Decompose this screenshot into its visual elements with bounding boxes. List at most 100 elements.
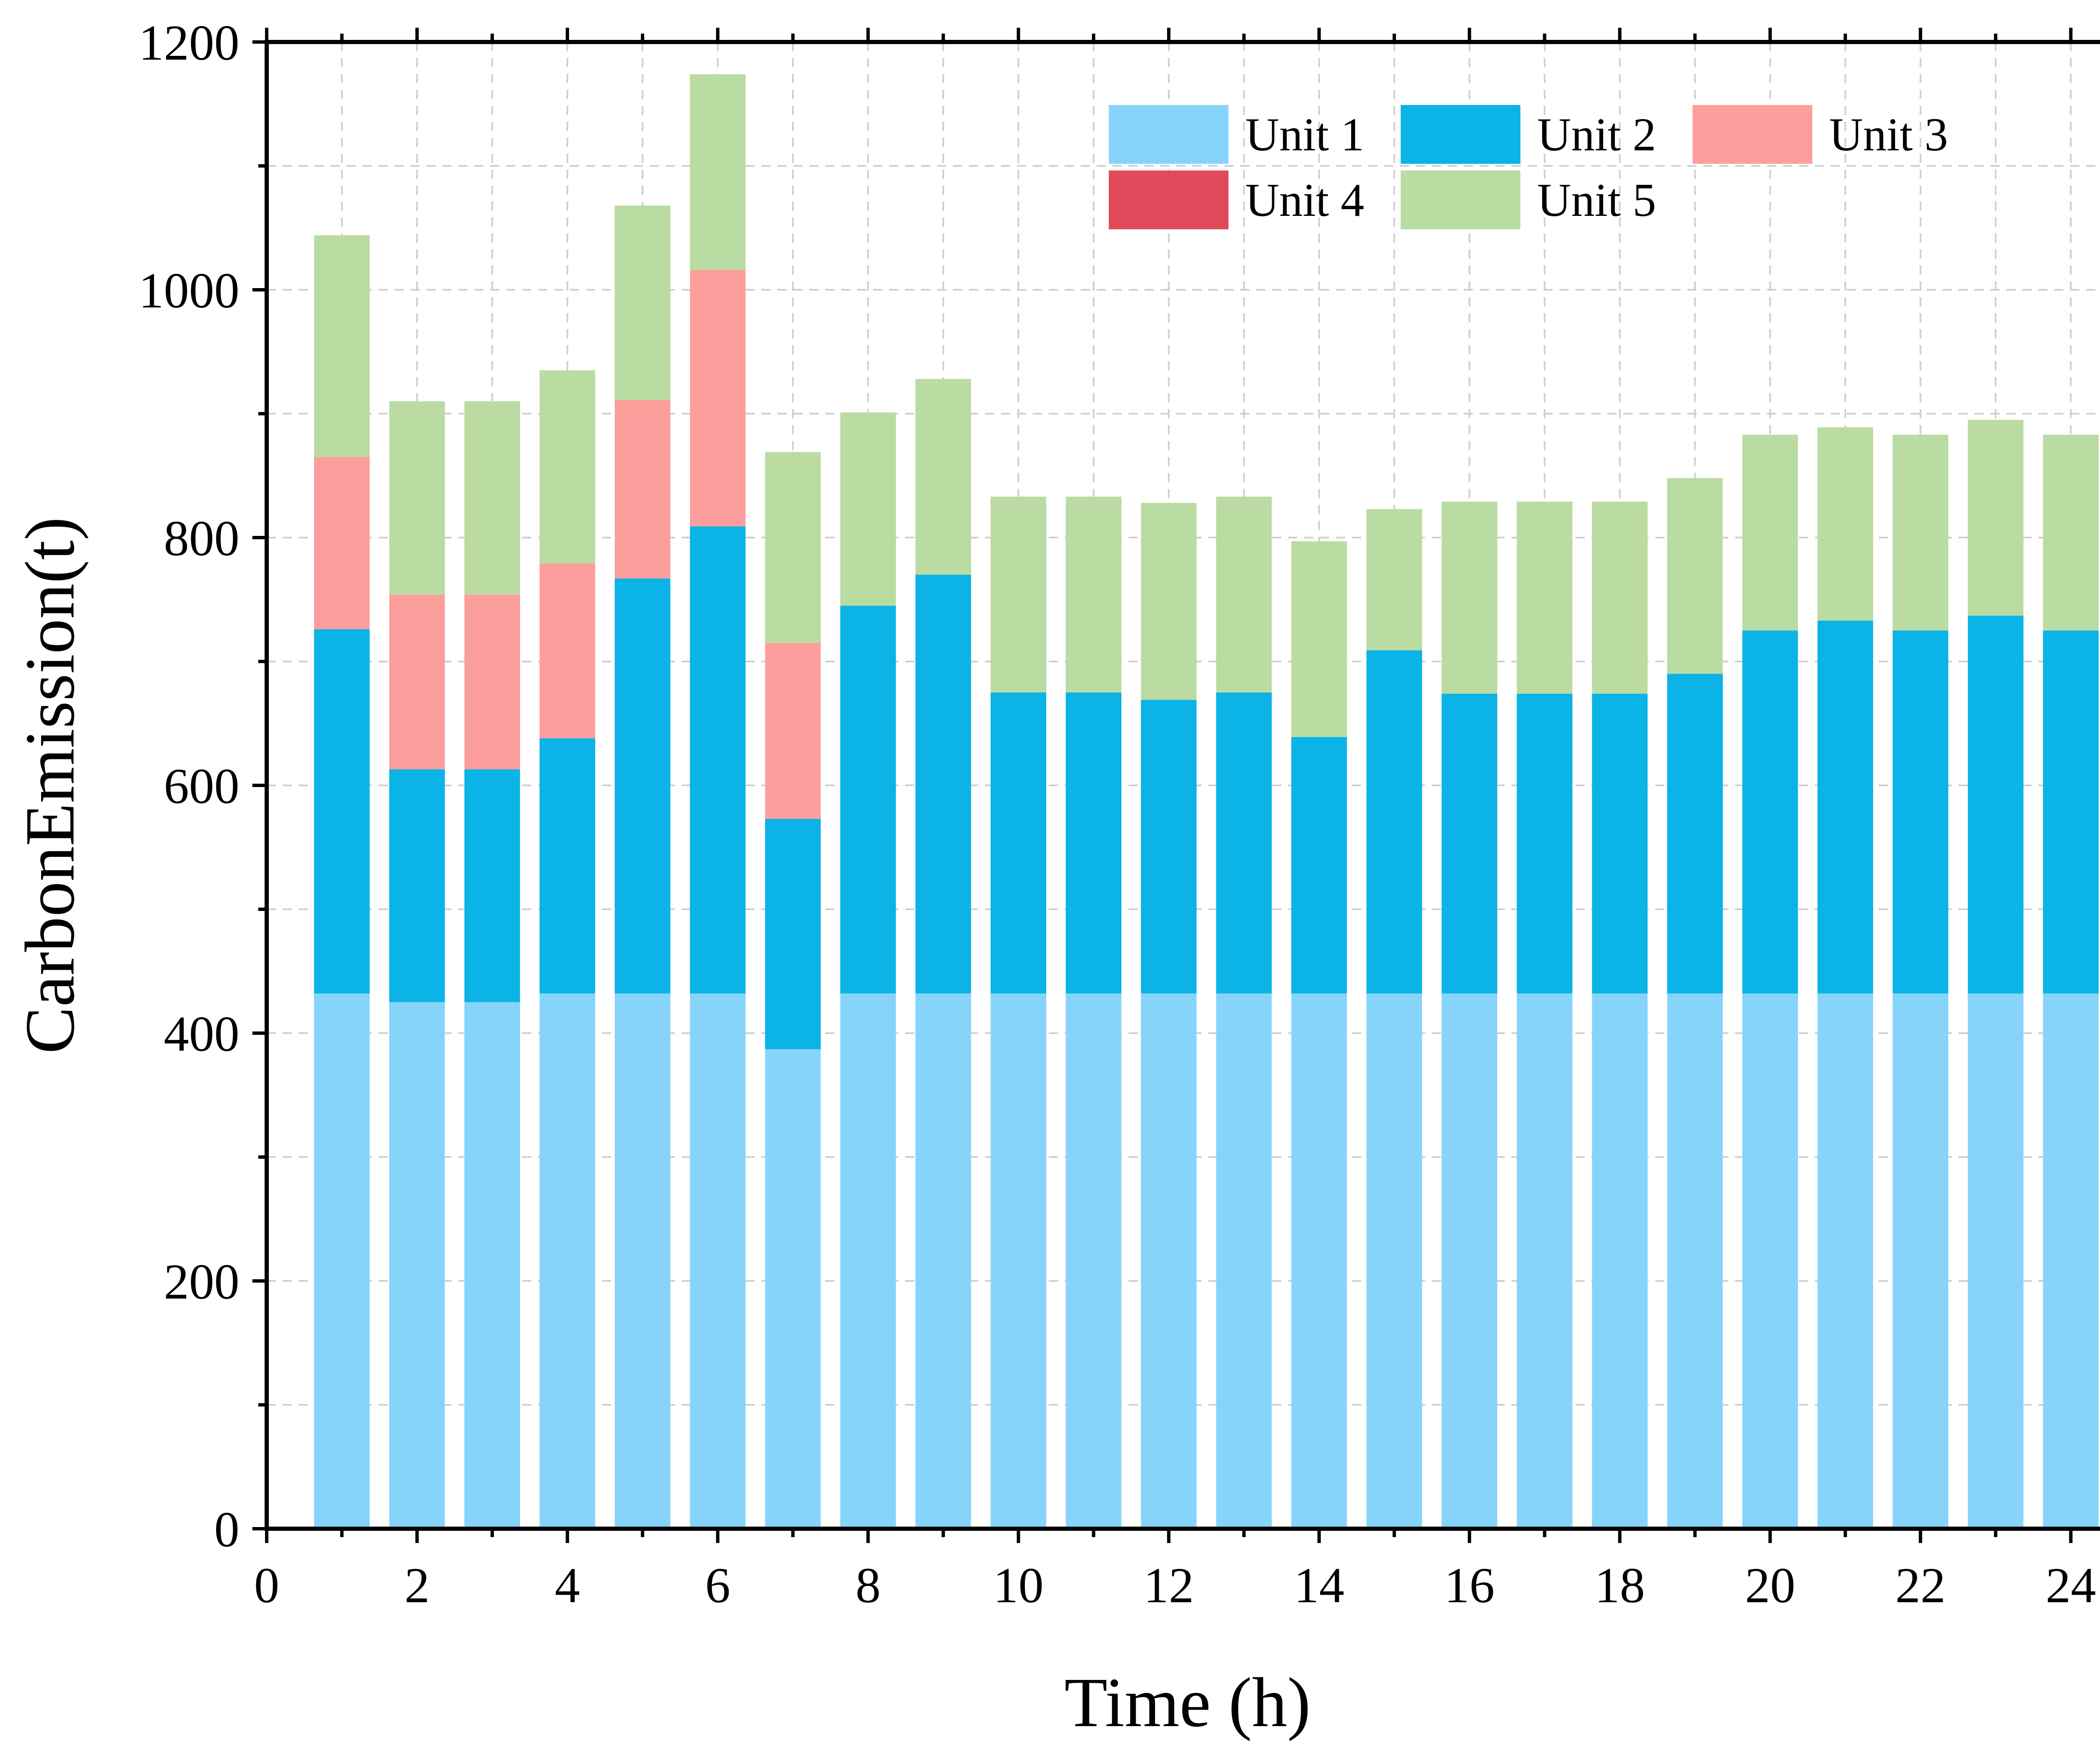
bar-segment-unit-1-t8 xyxy=(840,993,896,1529)
y-tick-label: 200 xyxy=(164,1254,239,1310)
x-tick-label: 14 xyxy=(1294,1557,1344,1613)
legend-label-unit-4: Unit 4 xyxy=(1245,174,1364,226)
bar-segment-unit-1-t20 xyxy=(1742,993,1798,1529)
bar-segment-unit-2-t3 xyxy=(464,769,520,1002)
bar-segment-unit-5-t17 xyxy=(1517,501,1572,694)
x-tick-label: 0 xyxy=(254,1557,279,1613)
x-tick-label: 6 xyxy=(705,1557,730,1613)
y-tick-label: 800 xyxy=(164,510,239,566)
bar-segment-unit-1-t10 xyxy=(990,993,1047,1529)
bar-segment-unit-1-t14 xyxy=(1291,993,1347,1529)
legend-swatch-unit-5 xyxy=(1401,171,1520,229)
bar-segment-unit-2-t8 xyxy=(840,606,896,994)
bar-segment-unit-2-t18 xyxy=(1592,693,1648,994)
x-tick-label: 18 xyxy=(1595,1557,1645,1613)
bar-segment-unit-2-t19 xyxy=(1667,674,1723,994)
legend-swatch-unit-3 xyxy=(1693,105,1812,164)
bar-segment-unit-1-t12 xyxy=(1141,993,1197,1529)
bar-segment-unit-2-t6 xyxy=(690,526,746,994)
bar-segment-unit-3-t6 xyxy=(690,270,746,527)
y-tick-label: 1200 xyxy=(139,15,239,71)
bar-segment-unit-5-t8 xyxy=(840,412,896,606)
bar-segment-unit-2-t13 xyxy=(1216,692,1272,994)
bar-segment-unit-1-t21 xyxy=(1817,993,1873,1529)
bar-segment-unit-5-t23 xyxy=(1968,420,2024,616)
bar-segment-unit-1-t22 xyxy=(1893,993,1948,1529)
bar-segment-unit-1-t7 xyxy=(765,1049,821,1529)
bar-segment-unit-3-t4 xyxy=(539,563,596,738)
bar-segment-unit-3-t7 xyxy=(765,643,821,819)
bar-segment-unit-2-t11 xyxy=(1066,692,1121,994)
bar-segment-unit-5-t1 xyxy=(314,235,370,457)
bar-segment-unit-2-t20 xyxy=(1742,630,1798,994)
legend: Unit 1 Unit 2 Unit 3 Unit 4 Unit 5 xyxy=(1109,105,1948,229)
bar-segment-unit-2-t21 xyxy=(1817,620,1873,994)
bar-segment-unit-2-t22 xyxy=(1893,630,1948,994)
x-tick-label: 12 xyxy=(1144,1557,1194,1613)
y-tick-label: 0 xyxy=(214,1501,239,1557)
y-tick-label: 400 xyxy=(164,1006,239,1062)
bar-segment-unit-2-t23 xyxy=(1968,615,2024,994)
bar-segment-unit-3-t3 xyxy=(464,594,520,769)
x-tick-label: 20 xyxy=(1745,1557,1796,1613)
legend-label-unit-2: Unit 2 xyxy=(1537,109,1656,161)
bar-segment-unit-5-t4 xyxy=(539,370,596,564)
bar-segment-unit-1-t16 xyxy=(1441,993,1497,1529)
bar-segment-unit-1-t9 xyxy=(915,993,971,1529)
bar-segment-unit-5-t15 xyxy=(1366,509,1422,651)
bar-segment-unit-5-t9 xyxy=(915,379,971,575)
x-tick-label: 2 xyxy=(404,1557,430,1613)
bar-segment-unit-5-t7 xyxy=(765,452,821,643)
x-tick-label: 16 xyxy=(1444,1557,1495,1613)
bar-segment-unit-5-t19 xyxy=(1667,478,1723,674)
bar-segment-unit-5-t11 xyxy=(1066,496,1121,693)
bar-segment-unit-5-t21 xyxy=(1817,427,1873,621)
bar-segment-unit-5-t13 xyxy=(1216,496,1272,693)
bar-segment-unit-1-t5 xyxy=(614,993,671,1529)
bar-segment-unit-2-t1 xyxy=(314,629,370,994)
bar-segment-unit-3-t2 xyxy=(389,594,445,769)
bar-segment-unit-2-t17 xyxy=(1517,693,1572,994)
bar-segment-unit-2-t16 xyxy=(1441,693,1497,994)
bar-segment-unit-1-t18 xyxy=(1592,993,1648,1529)
ticks-layer xyxy=(252,28,2073,1543)
bar-segment-unit-2-t10 xyxy=(990,692,1047,994)
bar-segment-unit-1-t24 xyxy=(2043,993,2099,1529)
bar-segment-unit-5-t22 xyxy=(1893,435,1948,631)
x-axis-title: Time (h) xyxy=(1064,1664,1311,1742)
y-tick-label: 600 xyxy=(164,758,239,814)
bar-segment-unit-2-t12 xyxy=(1141,700,1197,994)
x-tick-label: 8 xyxy=(856,1557,881,1613)
bar-segment-unit-1-t19 xyxy=(1667,993,1723,1529)
y-axis-title: CarbonEmission(t) xyxy=(11,517,89,1054)
bar-segment-unit-5-t20 xyxy=(1742,435,1798,631)
bar-segment-unit-5-t6 xyxy=(690,74,746,270)
legend-swatch-unit-4 xyxy=(1109,171,1228,229)
bar-segment-unit-2-t24 xyxy=(2043,630,2099,994)
bar-segment-unit-2-t5 xyxy=(614,578,671,994)
bar-segment-unit-2-t9 xyxy=(915,575,971,994)
legend-swatch-unit-1 xyxy=(1109,105,1228,164)
bar-segment-unit-5-t24 xyxy=(2043,435,2099,631)
bar-segment-unit-5-t18 xyxy=(1592,501,1648,694)
bar-segment-unit-2-t14 xyxy=(1291,737,1347,994)
x-tick-label: 4 xyxy=(555,1557,580,1613)
y-tick-label: 1000 xyxy=(139,262,239,318)
bar-segment-unit-3-t1 xyxy=(314,457,370,630)
legend-label-unit-3: Unit 3 xyxy=(1829,109,1948,161)
bar-segment-unit-1-t4 xyxy=(539,993,596,1529)
bar-segment-unit-5-t2 xyxy=(389,401,445,595)
bar-segment-unit-1-t3 xyxy=(464,1002,520,1529)
bar-segment-unit-2-t7 xyxy=(765,819,821,1050)
bar-segment-unit-5-t14 xyxy=(1291,541,1347,737)
x-tick-label: 22 xyxy=(1895,1557,1946,1613)
bar-segment-unit-5-t3 xyxy=(464,401,520,595)
bar-segment-unit-1-t17 xyxy=(1517,993,1572,1529)
bar-segment-unit-5-t10 xyxy=(990,496,1047,693)
legend-swatch-unit-2 xyxy=(1401,105,1520,164)
bar-segment-unit-1-t15 xyxy=(1366,993,1422,1529)
bar-segment-unit-1-t2 xyxy=(389,1002,445,1529)
bar-segment-unit-5-t16 xyxy=(1441,501,1497,694)
x-tick-label: 10 xyxy=(993,1557,1044,1613)
